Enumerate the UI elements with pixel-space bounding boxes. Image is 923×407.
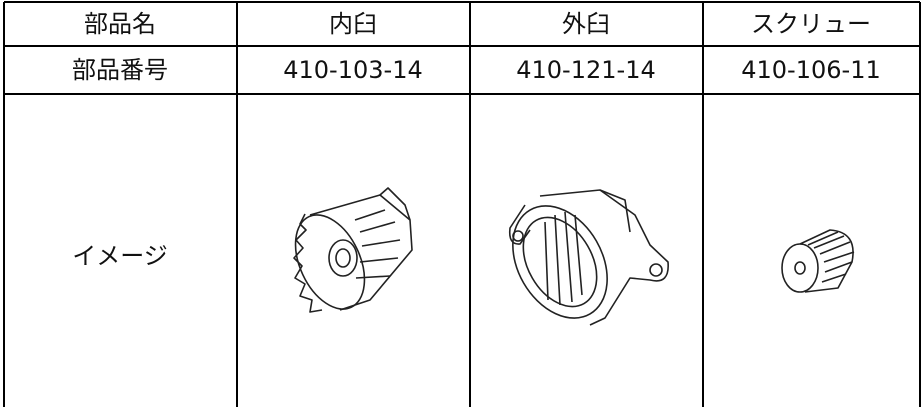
part-number: 410-121-14 <box>516 56 655 84</box>
outer-grinder-image <box>508 189 669 326</box>
row-label: イメージ <box>72 242 168 270</box>
header-cell: 部品名 <box>84 10 156 38</box>
header-cell: 内臼 <box>329 10 377 38</box>
table-grid <box>3 1 921 407</box>
header-cell: スクリュー <box>751 10 871 38</box>
part-number: 410-106-11 <box>741 56 880 84</box>
header-cell: 外臼 <box>562 10 610 38</box>
screw-image <box>781 229 855 293</box>
inner-grinder-image <box>293 187 413 313</box>
part-number: 410-103-14 <box>283 56 422 84</box>
row-label: 部品番号 <box>72 56 168 84</box>
